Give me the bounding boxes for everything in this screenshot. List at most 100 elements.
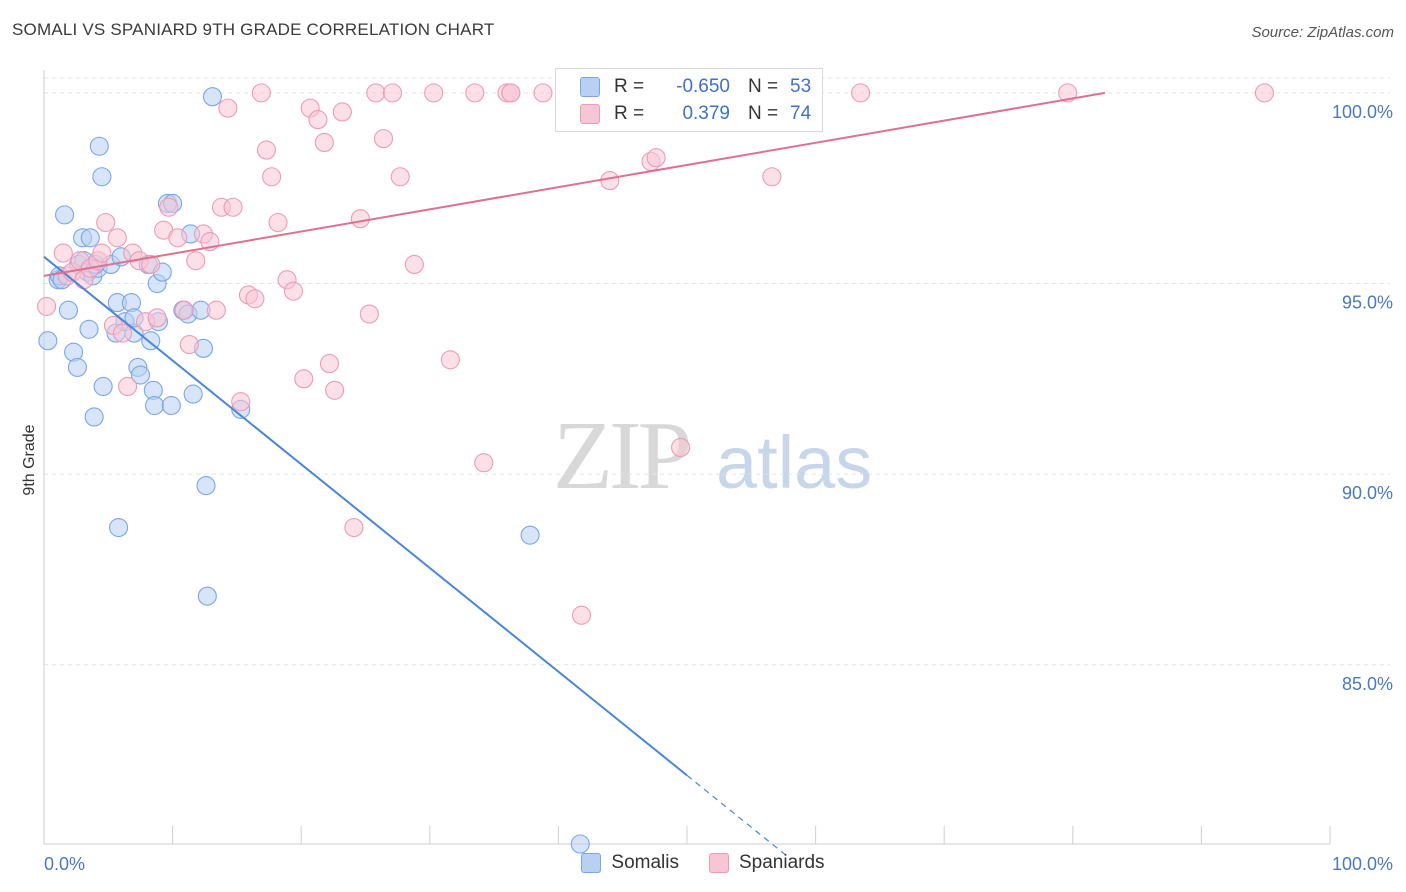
spaniards-point xyxy=(332,102,352,122)
watermark-atlas: atlas xyxy=(716,421,873,504)
spaniards-point xyxy=(1058,83,1078,103)
spaniards-point xyxy=(600,171,620,191)
somalis-point xyxy=(84,407,104,427)
spaniards-point xyxy=(141,254,161,275)
spaniards-point xyxy=(37,296,57,316)
somalis-point xyxy=(55,205,75,225)
somalis-point xyxy=(38,331,58,351)
somalis-point xyxy=(93,376,113,397)
spaniards-point xyxy=(218,98,238,118)
somalis-point xyxy=(145,395,165,416)
spaniards-point xyxy=(424,83,444,103)
spaniards-point xyxy=(373,129,394,149)
spaniards-point xyxy=(118,376,138,397)
spaniards-point xyxy=(112,323,132,343)
spaniards-point xyxy=(359,304,379,324)
somalis-point xyxy=(196,476,216,496)
somalis-point xyxy=(183,384,203,404)
y-tick-label: 100.0% xyxy=(1332,102,1393,122)
y-axis-label: 9th Grade xyxy=(21,424,38,495)
x-tick-labels: 0.0% 100.0% xyxy=(44,854,1393,874)
spaniards-point xyxy=(159,197,179,217)
watermark-zip: ZIP xyxy=(553,402,692,510)
legend-box: R = -0.650 N = 53 R = 0.379 N = 74 xyxy=(555,68,823,132)
somalis-point xyxy=(58,300,78,320)
spaniards-point xyxy=(147,308,167,328)
spaniards-point xyxy=(474,453,494,473)
spaniards-legend-swatch xyxy=(709,853,729,873)
spaniards-point xyxy=(646,148,666,168)
spaniards-swatch xyxy=(580,104,600,124)
source-label: Source: ZipAtlas.com xyxy=(1251,24,1394,41)
somalis-point xyxy=(520,525,540,545)
y-tick-labels: 85.0% 90.0% 95.0% 100.0% xyxy=(1332,102,1393,694)
somalis-point xyxy=(197,586,217,606)
y-tick-label: 85.0% xyxy=(1342,674,1393,694)
spaniards-point xyxy=(501,83,521,103)
legend-label-spaniards: Spaniards xyxy=(739,852,825,873)
spaniards-point xyxy=(268,212,288,233)
spaniards-point xyxy=(571,605,592,625)
spaniards-point xyxy=(671,437,691,458)
somalis-point xyxy=(570,834,590,854)
spaniards-point xyxy=(168,228,188,248)
somalis-point xyxy=(80,228,100,248)
spaniards-point xyxy=(366,83,386,103)
spaniards-point xyxy=(107,228,127,248)
data-points xyxy=(37,83,1274,854)
somalis-point xyxy=(141,331,161,351)
spaniards-point xyxy=(245,289,265,309)
somalis-legend-swatch xyxy=(581,853,602,873)
spaniards-point xyxy=(390,167,410,187)
spaniards-point xyxy=(223,197,243,217)
spaniards-point xyxy=(186,251,206,271)
spaniards-point xyxy=(96,212,116,233)
legend-n-label: N = xyxy=(748,76,779,97)
spaniards-point xyxy=(851,83,871,103)
legend-n-value: 53 xyxy=(790,76,812,97)
spaniards-point xyxy=(174,300,194,320)
y-tick-label: 95.0% xyxy=(1342,293,1393,313)
spaniards-point xyxy=(231,392,251,412)
legend-item-somalis[interactable]: Somalis xyxy=(581,852,679,874)
spaniards-point xyxy=(1254,83,1274,103)
legend-r-value: 0.379 xyxy=(682,103,730,124)
spaniards-point xyxy=(262,167,282,187)
legend-row-somalis: R = -0.650 N = 53 xyxy=(580,74,811,100)
spaniards-point xyxy=(533,83,553,103)
legend-n-value: 74 xyxy=(790,103,812,124)
spaniards-point xyxy=(256,140,277,160)
spaniards-point xyxy=(206,300,226,320)
spaniards-point xyxy=(344,517,364,538)
spaniards-point xyxy=(251,83,271,103)
spaniards-point xyxy=(283,281,304,301)
bottom-legend: Somalis Spaniards xyxy=(0,852,1406,874)
somalis-point xyxy=(109,517,129,538)
somalis-trend-line xyxy=(43,256,688,777)
x-ticks xyxy=(43,826,1331,844)
grid-lines xyxy=(44,77,1390,666)
legend-label-somalis: Somalis xyxy=(611,852,679,873)
spaniards-trend-line xyxy=(43,91,1106,277)
x-tick-label: 100.0% xyxy=(1332,854,1393,874)
spaniards-point xyxy=(319,354,340,374)
somalis-swatch xyxy=(580,77,600,97)
somalis-point xyxy=(89,136,109,156)
legend-row-spaniards: R = 0.379 N = 74 xyxy=(580,101,811,127)
somalis-point xyxy=(67,357,87,377)
legend-item-spaniards[interactable]: Spaniards xyxy=(709,852,825,874)
somalis-point xyxy=(202,87,223,107)
spaniards-point xyxy=(325,380,345,400)
somalis-trend-extension xyxy=(686,774,791,859)
somalis-point xyxy=(92,167,112,187)
legend-r-label: R = xyxy=(614,103,645,124)
spaniards-point xyxy=(294,369,314,389)
legend-r-label: R = xyxy=(614,76,645,97)
spaniards-point xyxy=(308,110,328,130)
legend-n-label: N = xyxy=(748,103,779,124)
spaniards-point xyxy=(92,243,112,263)
somalis-point xyxy=(130,365,150,385)
spaniards-point xyxy=(382,83,403,103)
spaniards-point xyxy=(465,83,485,103)
